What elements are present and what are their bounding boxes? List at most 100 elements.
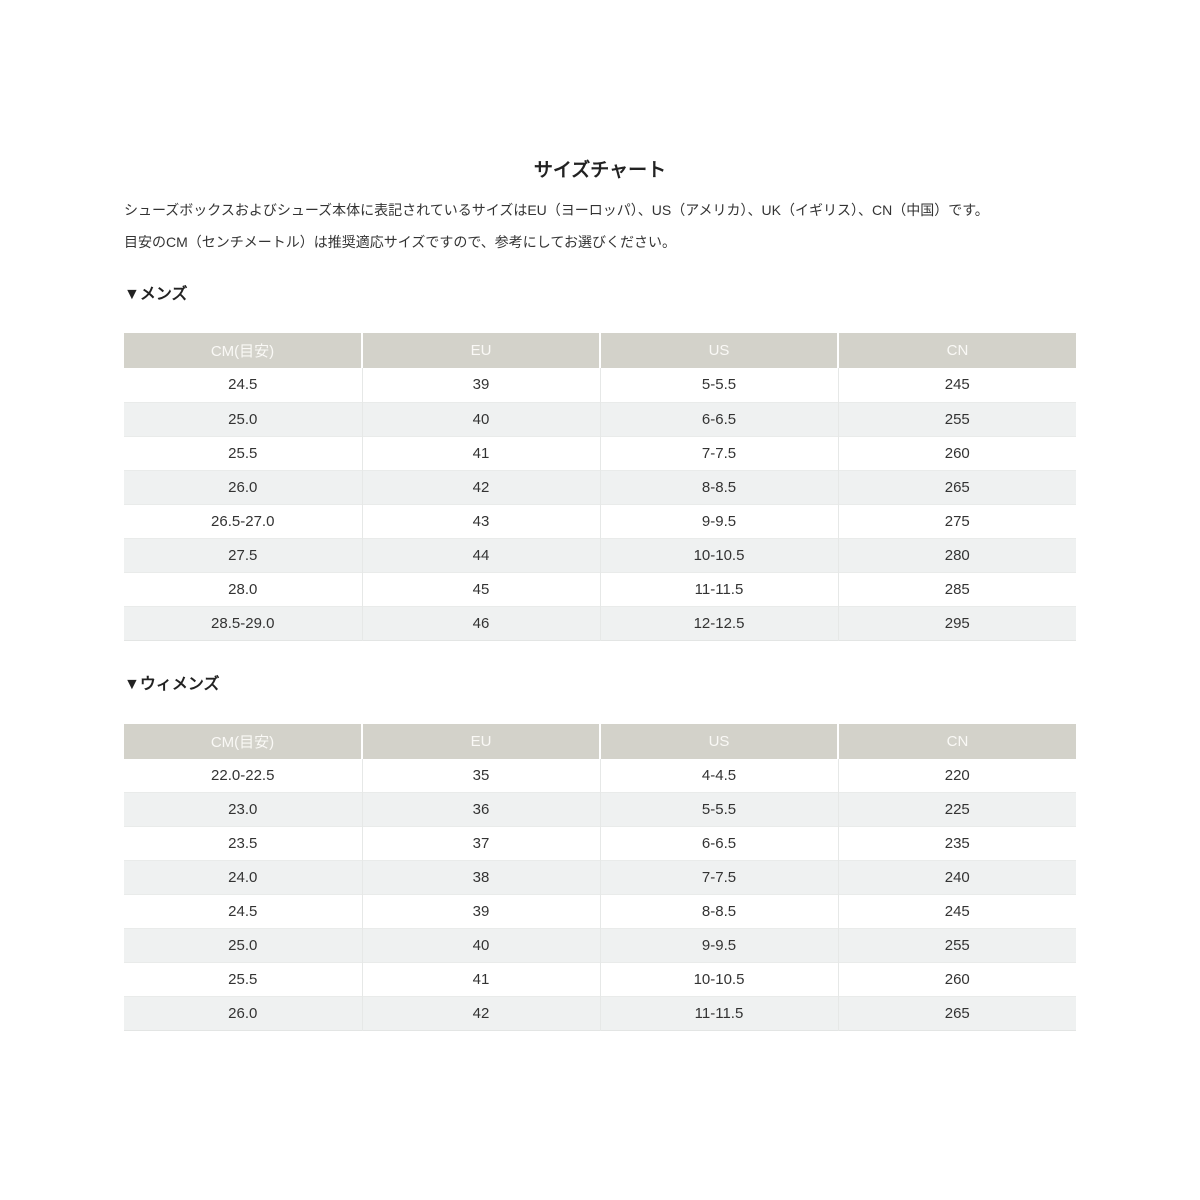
table-cell: 45 <box>362 571 601 606</box>
table-cell: 42 <box>362 996 601 1031</box>
column-header: US <box>600 333 839 368</box>
table-cell: 38 <box>362 860 601 895</box>
mens-table-body: 24.5 39 5-5.5 245 25.0 40 6-6.5 255 25.5 41 7-7.5 2… <box>124 368 1076 640</box>
table-cell: 39 <box>362 368 601 402</box>
page-title: サイズチャート <box>533 160 667 181</box>
table-cell: 24.5 <box>124 368 363 402</box>
table-cell: 28.0 <box>124 571 363 606</box>
table-cell: 240 <box>838 860 1076 895</box>
section-heading-mens: ▼メンズ <box>124 286 188 303</box>
table-cell: 235 <box>838 826 1076 861</box>
column-header: CN <box>838 723 1076 759</box>
table-row: 24.5 39 5-5.5 245 <box>124 368 1076 402</box>
womens-table-body: 22.0-22.5 35 4-4.5 220 23.0 36 5-5.5 225 23.5 37 6… <box>124 758 1076 1031</box>
table-cell: 44 <box>362 537 601 572</box>
table-cell: 24.0 <box>124 860 363 895</box>
table-cell: 46 <box>362 605 601 640</box>
table-cell: 23.0 <box>124 792 363 827</box>
table-cell: 24.5 <box>124 894 363 929</box>
column-header: CM(目安) <box>124 333 363 368</box>
table-cell: 39 <box>362 894 601 929</box>
table-cell: 40 <box>362 401 601 436</box>
table-cell: 11-11.5 <box>600 571 839 606</box>
table-cell: 265 <box>838 996 1076 1031</box>
table-row: 23.0 36 5-5.5 225 <box>124 792 1076 827</box>
intro-line-1: シューズボックスおよびシューズ本体に表記されているサイズはEU（ヨーロッパ）、U… <box>124 202 989 218</box>
table-cell: 8-8.5 <box>600 894 839 929</box>
table-row: 26.5-27.0 43 9-9.5 275 <box>124 503 1076 538</box>
table-cell: 9-9.5 <box>600 928 839 963</box>
table-cell: 12-12.5 <box>600 605 839 640</box>
table-cell: 36 <box>362 792 601 827</box>
table-row: 24.0 38 7-7.5 240 <box>124 860 1076 895</box>
table-row: 28.0 45 11-11.5 285 <box>124 571 1076 606</box>
table-cell: 37 <box>362 826 601 861</box>
table-row: 23.5 37 6-6.5 235 <box>124 826 1076 861</box>
table-cell: 7-7.5 <box>600 435 839 470</box>
section-heading-womens: ▼ウィメンズ <box>124 675 220 693</box>
intro-text: シューズボックスおよびシューズ本体に表記されているサイズはEU（ヨーロッパ）、U… <box>124 194 1076 258</box>
column-header: CN <box>838 333 1076 368</box>
table-row: 25.5 41 7-7.5 260 <box>124 435 1076 470</box>
table-cell: 275 <box>838 503 1076 538</box>
table-cell: 255 <box>838 401 1076 436</box>
table-cell: 6-6.5 <box>600 826 839 861</box>
column-header: US <box>600 723 839 759</box>
column-header: EU <box>362 333 601 368</box>
table-cell: 41 <box>362 962 601 997</box>
table-cell: 220 <box>944 766 970 784</box>
column-header: EU <box>362 723 601 759</box>
intro-line-2: 目安のCM（センチメートル）は推奨適応サイズですので、参考にしてお選びください。 <box>124 234 676 250</box>
table-cell: 9-9.5 <box>600 503 839 538</box>
womens-table-header-row: CM(目安) EU US CN <box>124 723 1076 759</box>
table-row: 25.0 40 6-6.5 255 <box>124 401 1076 436</box>
table-cell: 23.5 <box>124 826 363 861</box>
table-cell: 26.0 <box>124 469 363 504</box>
table-cell: 260 <box>838 435 1076 470</box>
table-cell: 25.0 <box>124 401 363 436</box>
table-cell: 295 <box>838 605 1076 640</box>
table-cell: 7-7.5 <box>600 860 839 895</box>
table-cell: 8-8.5 <box>600 469 839 504</box>
table-cell: 10-10.5 <box>600 962 839 997</box>
table-cell: 26.5-27.0 <box>124 503 363 538</box>
table-cell: 25.5 <box>124 962 363 997</box>
table-cell: 10-10.5 <box>600 537 839 572</box>
table-row: 22.0-22.5 35 4-4.5 220 <box>124 758 1076 793</box>
womens-size-table: CM(目安) EU US CN 22.0-22.5 35 4-4.5 220 23.0 36 5-… <box>124 723 1076 1031</box>
table-cell: 4-4.5 <box>600 758 839 793</box>
table-cell: 27.5 <box>124 537 363 572</box>
table-cell: 28.5-29.0 <box>124 605 363 640</box>
table-row: 28.5-29.0 46 12-12.5 295 <box>124 605 1076 640</box>
mens-size-table: CM(目安) EU US CN 24.5 39 5-5.5 245 25.0 40 6-6.5 25… <box>124 333 1076 641</box>
table-row: 25.0 40 9-9.5 255 <box>124 928 1076 963</box>
table-cell: 26.0 <box>124 996 363 1031</box>
table-cell: 41 <box>362 435 601 470</box>
table-row: 27.5 44 10-10.5 280 <box>124 537 1076 572</box>
mens-table-header-row: CM(目安) EU US CN <box>124 333 1076 368</box>
table-cell: 5-5.5 <box>600 368 839 402</box>
table-row: 24.5 39 8-8.5 245 <box>124 894 1076 929</box>
table-cell: 280 <box>838 537 1076 572</box>
table-cell: 245 <box>944 376 970 394</box>
table-cell: 245 <box>838 894 1076 929</box>
table-cell: 255 <box>838 928 1076 963</box>
table-cell: 260 <box>838 962 1076 997</box>
table-cell: 43 <box>362 503 601 538</box>
size-chart-page: サイズチャート シューズボックスおよびシューズ本体に表記されているサイズはEU（… <box>124 0 1076 1031</box>
table-row: 25.5 41 10-10.5 260 <box>124 962 1076 997</box>
table-row: 26.0 42 11-11.5 265 <box>124 996 1076 1031</box>
column-header: CM(目安) <box>124 723 363 759</box>
table-cell: 40 <box>362 928 601 963</box>
table-cell: 11-11.5 <box>600 996 839 1031</box>
table-cell: 35 <box>362 758 601 793</box>
table-cell: 25.0 <box>124 928 363 963</box>
table-cell: 42 <box>362 469 601 504</box>
table-cell: 285 <box>838 571 1076 606</box>
table-cell: 25.5 <box>124 435 363 470</box>
table-row: 26.0 42 8-8.5 265 <box>124 469 1076 504</box>
table-cell: 6-6.5 <box>600 401 839 436</box>
table-cell: 22.0-22.5 <box>124 758 363 793</box>
table-cell: 5-5.5 <box>600 792 839 827</box>
table-cell: 225 <box>838 792 1076 827</box>
